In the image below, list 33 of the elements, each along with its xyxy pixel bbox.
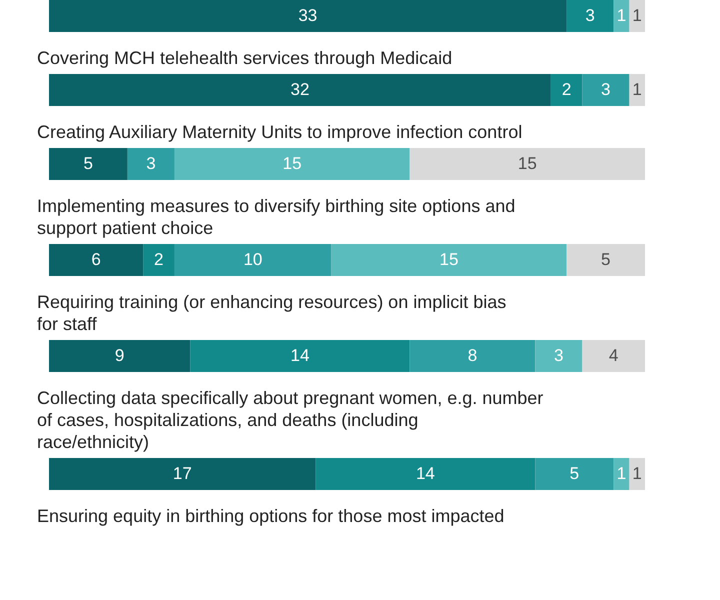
data-label: 3	[601, 80, 611, 99]
data-label: 9	[114, 346, 124, 365]
data-label: 1	[616, 464, 626, 483]
data-label: 10	[243, 250, 262, 269]
data-label: 14	[416, 464, 435, 483]
data-label: 1	[632, 464, 642, 483]
data-label: 3	[146, 154, 156, 173]
data-label: 15	[282, 154, 302, 173]
data-label: 5	[601, 250, 611, 269]
y-tick-label: Collecting data specifically about pregnant women, e.g. number of cases, hospitalizations, and deaths (including race/ethnicity)	[37, 388, 544, 452]
data-label: 5	[570, 464, 580, 483]
data-label: 33	[298, 6, 318, 25]
data-label: 1	[632, 80, 642, 99]
y-tick-label: Requiring training (or enhancing resources) on implicit bias for staff	[37, 292, 506, 334]
data-label: 15	[518, 154, 537, 173]
data-label: 14	[290, 346, 310, 365]
data-label: 1	[632, 6, 642, 25]
data-label: 17	[172, 464, 192, 483]
y-tick-label: Implementing measures to diversify birthing site options and support patient choice	[37, 196, 516, 238]
y-tick-label: Ensuring equity in birthing options for those most impacted	[37, 506, 504, 526]
y-tick-label: Creating Auxiliary Maternity Units to improve infection control	[37, 122, 522, 142]
data-label: 32	[290, 80, 310, 99]
y-tick-label: Covering MCH telehealth services through Medicaid	[37, 48, 452, 68]
data-label: 4	[608, 346, 618, 365]
data-label: 6	[91, 250, 101, 269]
data-label: 15	[439, 250, 458, 269]
data-label: 8	[468, 346, 478, 365]
data-label: 5	[83, 154, 93, 173]
data-label: 3	[554, 346, 564, 365]
data-label: 1	[616, 6, 626, 25]
data-label: 2	[562, 80, 572, 99]
data-label: 3	[585, 6, 595, 25]
data-label: 2	[154, 250, 164, 269]
